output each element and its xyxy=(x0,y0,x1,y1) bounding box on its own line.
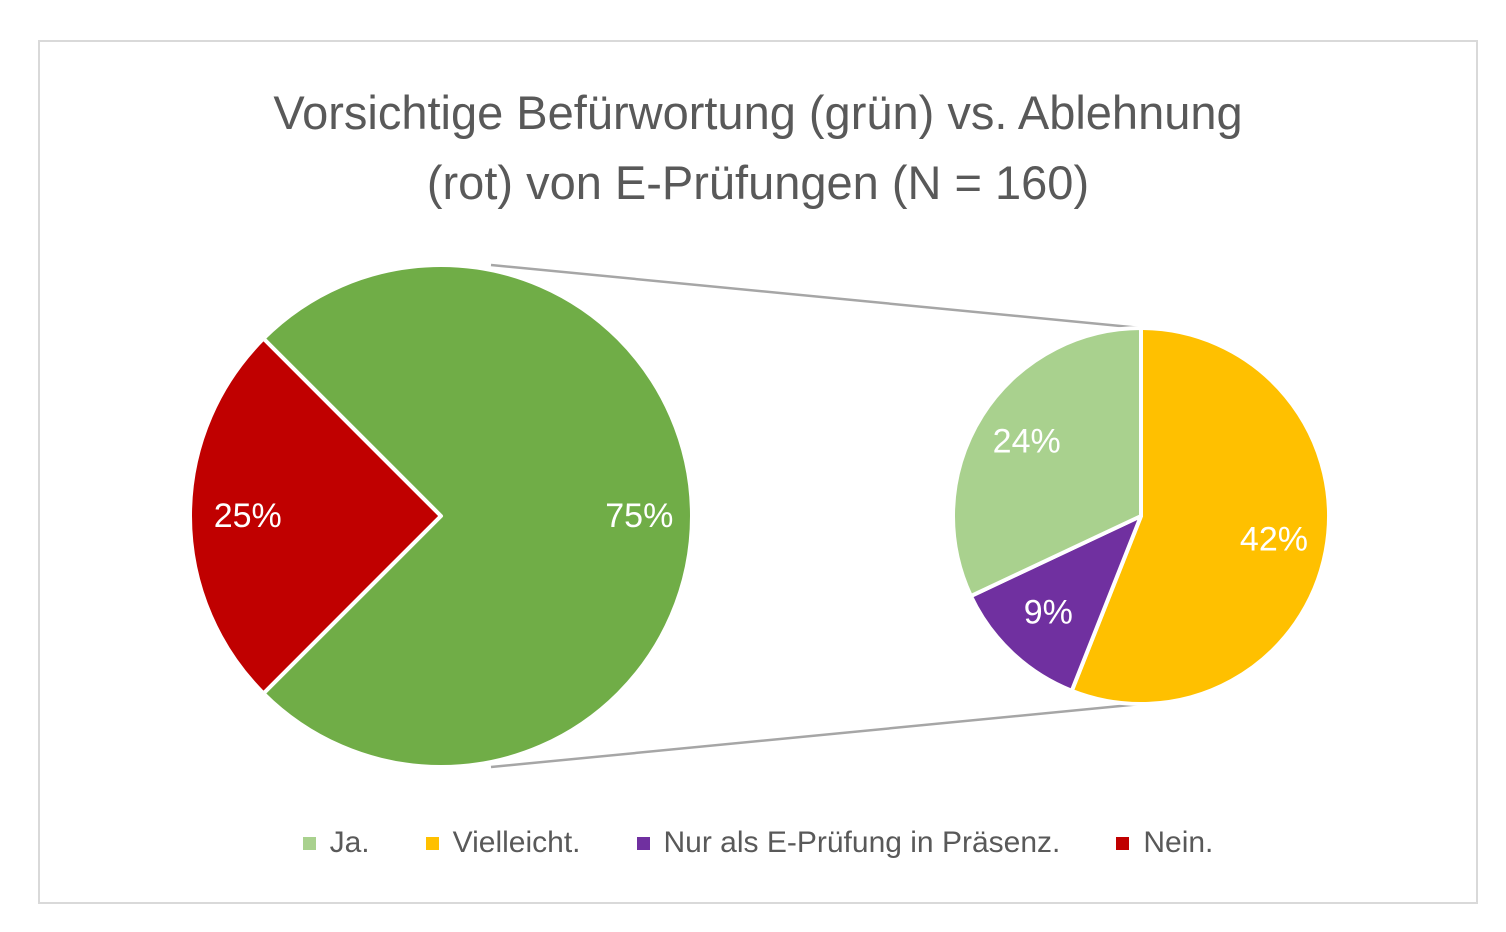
legend-swatch-ja xyxy=(302,836,316,850)
connector-line-top xyxy=(490,263,1142,330)
chart-title-line-2: (rot) von E-Prüfungen (N = 160) xyxy=(426,156,1090,209)
main-pie-slice-ja-vielleicht-nur-als-e-pruefung-in-praesenz xyxy=(261,263,694,769)
legend-swatch-nur-als-e-pruefung-in-praesenz xyxy=(636,836,650,850)
secondary-pie-label-ja: 24% xyxy=(993,422,1061,460)
secondary-pie-slice-vielleicht xyxy=(1069,326,1331,706)
legend-label-ja: Ja. xyxy=(329,826,370,859)
connector-line-bottom xyxy=(490,702,1142,769)
main-pie-slice-nein xyxy=(188,336,443,696)
legend-item-nein: Nein. xyxy=(1116,826,1213,860)
legend-label-nur-als-e-pruefung-in-praesenz: Nur als E-Prüfung in Präsenz. xyxy=(663,826,1061,859)
legend-item-vielleicht: Vielleicht. xyxy=(425,826,581,860)
chart-title-line-1: Vorsichtige Befürwortung (grün) vs. Able… xyxy=(273,86,1243,139)
main-pie-label-nein: 25% xyxy=(214,497,282,535)
secondary-pie-slice-ja xyxy=(951,326,1143,599)
legend-label-nein: Nein. xyxy=(1143,826,1214,859)
secondary-pie-slice-nur-als-e-pruefung-in-praesenz xyxy=(968,514,1143,693)
legend-item-nur-als-e-pruefung-in-praesenz: Nur als E-Prüfung in Präsenz. xyxy=(636,826,1061,860)
legend-swatch-vielleicht xyxy=(425,836,439,850)
secondary-pie-label-nur-als-e-pruefung-in-praesenz: 9% xyxy=(1024,594,1073,632)
legend-swatch-nein xyxy=(1116,836,1130,850)
secondary-pie-label-vielleicht: 42% xyxy=(1240,520,1308,558)
chart-legend: Ja. Vielleicht. Nur als E-Prüfung in Präse… xyxy=(38,826,1478,860)
legend-label-vielleicht: Vielleicht. xyxy=(452,826,581,859)
main-pie-label-ja-vielleicht-nur-als-e-pruefung-in-praesenz: 75% xyxy=(605,497,673,535)
legend-item-ja: Ja. xyxy=(302,826,370,860)
chart-title: Vorsichtige Befürwortung (grün) vs. Able… xyxy=(38,78,1478,218)
